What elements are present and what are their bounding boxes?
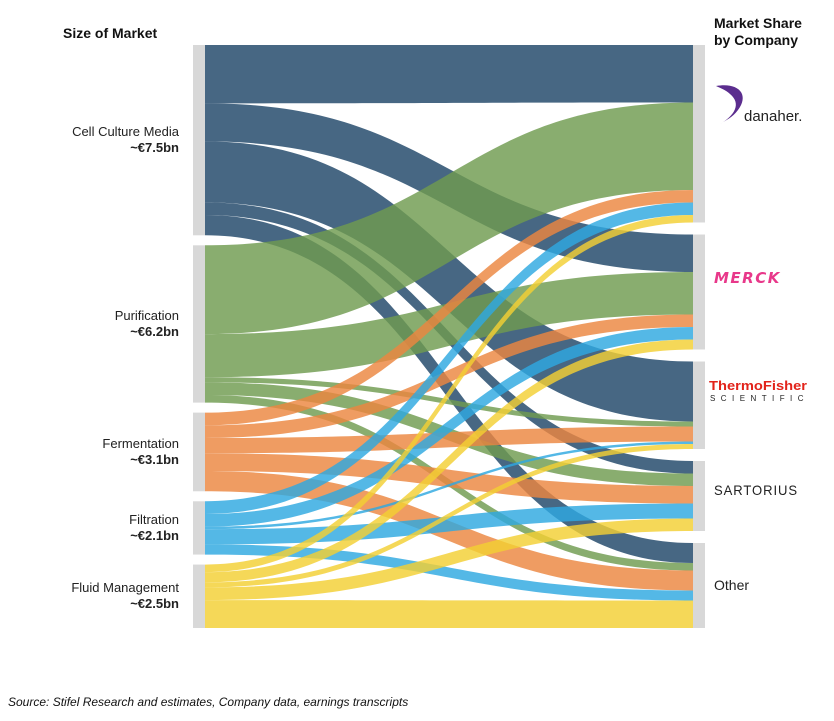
danaher-swirl-icon: danaher. <box>716 85 802 125</box>
header-market-share: Market Share by Company <box>714 15 802 49</box>
source-note: Source: Stifel Research and estimates, C… <box>8 695 409 709</box>
header-size-of-market: Size of Market <box>63 25 158 41</box>
flow-flu-to-sartorius <box>205 518 693 601</box>
target-node-sartorius <box>693 461 705 531</box>
flow-fil-to-other <box>205 544 693 601</box>
source-value: ~€2.1bn <box>130 527 179 543</box>
flow-fer-to-danaher <box>205 190 693 426</box>
source-node-pur <box>193 245 205 403</box>
target-node-thermo <box>693 361 705 449</box>
target-label-other: Other <box>714 576 750 593</box>
source-node-flu <box>193 564 205 628</box>
sankey-nodes <box>193 45 705 628</box>
thermo-scientific-logo-text: SCIENTIFIC <box>710 394 806 403</box>
source-name: Fermentation <box>102 435 179 451</box>
source-name: Fluid Management <box>71 580 179 596</box>
target-node-other <box>693 543 705 628</box>
thermo-fisher-logo: ThermoFisher SCIENTIFIC <box>709 377 819 405</box>
source-label-fer: Fermentation ~€3.1bn <box>9 436 179 468</box>
source-name: Filtration <box>129 511 179 527</box>
target-node-danaher <box>693 45 705 223</box>
danaher-logo-text: danaher. <box>744 108 802 125</box>
sartorius-logo-text: SARTORIUS <box>714 482 798 498</box>
source-label-pur: Purification ~€6.2bn <box>9 308 179 340</box>
source-name: Purification <box>114 307 179 323</box>
source-label-fil: Filtration ~€2.1bn <box>9 512 179 544</box>
merck-logo: MERCK <box>714 268 814 288</box>
flow-fer-to-sartorius <box>205 453 693 504</box>
flow-pur-to-danaher <box>205 102 693 335</box>
flow-flu-to-danaher <box>205 215 693 573</box>
danaher-logo: danaher. <box>708 80 818 130</box>
source-value: ~€2.5bn <box>130 596 179 612</box>
flow-fer-to-thermo <box>205 426 693 454</box>
source-node-ccm <box>193 45 205 236</box>
thermo-fisher-logo-text: ThermoFisher <box>709 378 807 393</box>
flow-fil-to-danaher <box>205 202 693 514</box>
source-value: ~€7.5bn <box>130 140 179 156</box>
flow-flu-to-other <box>205 600 693 628</box>
sankey-links <box>205 45 693 628</box>
merck-logo-text: MERCK <box>714 269 781 287</box>
flow-fer-to-merck <box>205 314 693 438</box>
source-value: ~€3.1bn <box>130 451 179 467</box>
flow-flu-to-thermo <box>205 444 693 588</box>
header-market-share-line1: Market Share <box>714 15 802 31</box>
source-value: ~€6.2bn <box>130 323 179 339</box>
flow-fil-to-thermo <box>205 441 693 530</box>
source-label-flu: Fluid Management ~€2.5bn <box>9 580 179 612</box>
source-name: Cell Culture Media <box>72 124 179 140</box>
flow-pur-to-thermo <box>205 377 693 427</box>
flow-pur-to-merck <box>205 272 693 378</box>
flow-ccm-to-danaher <box>205 45 693 104</box>
sartorius-logo: SARTORIUS <box>714 480 814 500</box>
source-node-fil <box>193 501 205 555</box>
source-node-fer <box>193 412 205 492</box>
flow-flu-to-merck <box>205 339 693 583</box>
flow-ccm-to-other <box>205 215 693 563</box>
flow-fil-to-merck <box>205 327 693 527</box>
header-market-share-line2: by Company <box>714 32 799 48</box>
target-node-merck <box>693 234 705 350</box>
source-label-ccm: Cell Culture Media ~€7.5bn <box>9 124 179 156</box>
